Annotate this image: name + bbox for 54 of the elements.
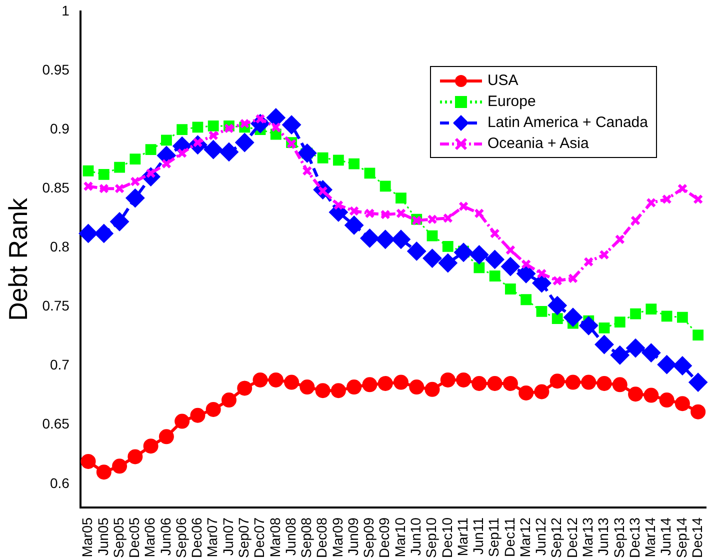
y-axis-title: Debt Rank [2,197,33,321]
x-tick-label: Jun12 [532,517,549,556]
legend-label: USA [487,72,518,89]
x-tick-label: Dec05 [126,517,142,558]
y-tick-label: 0.75 [42,298,70,314]
legend-label: Latin America + Canada [487,114,648,131]
x-tick-label: Dec10 [438,517,455,558]
x-tick-label: Sep05 [110,517,126,558]
x-tick-label: Sep14 [673,517,690,558]
x-tick-label: Sep06 [172,517,189,558]
y-tick-label: 1 [62,2,70,18]
x-tick-label: Sep12 [548,517,564,558]
x-tick-label: Dec07 [251,517,268,558]
x-tick-label: Dec14 [688,517,705,558]
x-tick-label: Jun13 [595,517,612,556]
x-tick-label: Mar06 [142,517,158,558]
x-tick-label: Dec12 [564,517,580,558]
x-tick-label: Sep08 [298,517,314,558]
y-tick-label: 0.8 [50,238,70,255]
legend-label: Europe [487,93,536,110]
x-tick-label: Sep10 [423,517,440,558]
x-tick-label: Mar12 [516,517,533,558]
x-tick-label: Sep13 [610,517,627,558]
x-tick-label: Jun07 [220,517,236,556]
y-tick-label: 0.6 [50,474,70,491]
x-tick-label: Mar13 [579,517,596,558]
x-tick-label: Jun10 [407,517,424,556]
x-tick-label: Jun06 [157,517,174,556]
x-tick-label: Jun14 [658,517,674,556]
x-tick-label: Dec08 [314,517,330,558]
y-tick-label: 0.7 [50,356,70,373]
x-tick-label: Mar05 [79,517,96,558]
x-tick-label: Jun08 [282,517,298,556]
x-tick-label: Dec11 [501,517,518,557]
x-tick-label: Jun11 [470,517,486,555]
x-tick-label: Mar08 [266,517,283,558]
x-tick-label: Jun05 [94,517,111,556]
x-tick-label: Sep11 [486,517,502,557]
x-tick-label: Mar14 [642,517,658,558]
x-tick-label: Dec06 [188,517,205,558]
x-tick-label: Dec13 [626,517,642,558]
x-tick-label: Mar09 [329,517,346,558]
y-tick-label: 0.65 [42,416,70,432]
x-tick-label: Mar11 [454,517,470,556]
x-tick-label: Jun09 [344,517,361,556]
x-tick-label: Sep09 [360,517,377,558]
x-tick-label: Mar07 [204,517,220,558]
y-tick-label: 0.85 [42,179,70,196]
legend-label: Oceania + Asia [487,135,589,152]
x-tick-label: Dec09 [376,517,392,558]
y-tick-label: 0.9 [50,120,70,136]
x-tick-label: Mar10 [392,517,408,558]
x-tick-label: Sep07 [235,517,252,558]
y-tick-label: 0.95 [42,61,70,78]
